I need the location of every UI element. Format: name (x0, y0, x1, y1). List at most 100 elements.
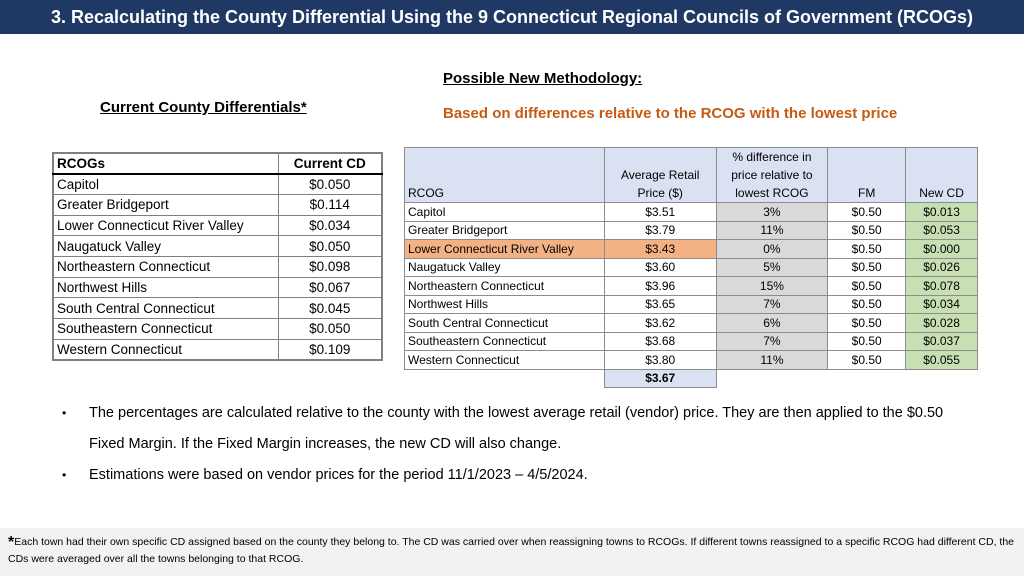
bullet-text: The percentages are calculated relative … (89, 405, 944, 452)
table-row: Western Connecticut $0.109 (52, 338, 383, 361)
new-cd-value: $0.078 (905, 276, 978, 296)
footnote: *Each town had their own specific CD ass… (0, 528, 1024, 576)
current-cd-value: $0.050 (277, 235, 383, 257)
rcog-name: Greater Bridgeport (404, 220, 605, 240)
new-cd-table: RCOG Average Retail Price ($) % differen… (404, 147, 978, 388)
current-cd-value: $0.114 (277, 193, 383, 216)
table-row: Northeastern Connecticut $3.96 15% $0.50… (404, 276, 978, 296)
bullet-icon: • (62, 468, 67, 482)
fm-value: $0.50 (827, 257, 907, 277)
average-price-total: $3.67 (603, 368, 717, 388)
list-item: • Estimations were based on vendor price… (62, 460, 962, 491)
fm-value: $0.50 (827, 220, 907, 240)
new-cd-value: $0.037 (905, 331, 978, 351)
slide-title: 3. Recalculating the County Differential… (0, 0, 1024, 34)
table-row-lowest-price: Lower Connecticut River Valley $3.43 0% … (404, 239, 978, 259)
column-header-rcog: RCOG (404, 147, 605, 203)
current-cd-table: RCOGs Current CD Capitol $0.050 Greater B… (52, 152, 383, 361)
rcog-name: Northwest Hills (404, 294, 605, 314)
rcog-name: Lower Connecticut River Valley (52, 214, 279, 237)
current-cd-value: $0.109 (277, 338, 383, 361)
table-row: Greater Bridgeport $3.79 11% $0.50 $0.05… (404, 220, 978, 240)
table-row: Southeastern Connecticut $0.050 (52, 318, 383, 340)
new-cd-value: $0.034 (905, 294, 978, 314)
rcog-name: Southeastern Connecticut (52, 318, 279, 340)
new-methodology-heading: Possible New Methodology: (443, 70, 643, 87)
fm-value: $0.50 (827, 331, 907, 351)
rcog-name: Lower Connecticut River Valley (404, 239, 605, 259)
average-price-value: $3.65 (603, 294, 717, 314)
table-row: South Central Connecticut $3.62 6% $0.50… (404, 313, 978, 333)
table-row: Western Connecticut $3.80 11% $0.50 $0.0… (404, 350, 978, 370)
current-cd-value: $0.045 (277, 297, 383, 319)
rcog-name: Naugatuck Valley (52, 235, 279, 257)
average-price-value: $3.68 (603, 331, 717, 351)
table-row: Naugatuck Valley $3.60 5% $0.50 $0.026 (404, 257, 978, 277)
column-header-pct-difference: % difference in price relative to lowest… (715, 147, 829, 203)
table-header-row: RCOGs Current CD (52, 152, 383, 175)
table-row: Northeastern Connecticut $0.098 (52, 255, 383, 278)
average-price-value: $3.80 (603, 350, 717, 370)
rcog-name: Naugatuck Valley (404, 257, 605, 277)
list-item: • The percentages are calculated relativ… (62, 398, 962, 460)
rcog-name: Western Connecticut (404, 350, 605, 370)
table-row: Northwest Hills $3.65 7% $0.50 $0.034 (404, 294, 978, 314)
empty-cell (405, 369, 605, 388)
table-header-row: RCOG Average Retail Price ($) % differen… (404, 147, 978, 203)
column-header-average-retail-price: Average Retail Price ($) (603, 147, 717, 203)
new-cd-value: $0.055 (905, 350, 978, 370)
notes-list: • The percentages are calculated relativ… (62, 398, 962, 491)
new-cd-value: $0.000 (905, 239, 978, 259)
bullet-icon: • (62, 406, 67, 420)
rcog-name: Northeastern Connecticut (404, 276, 605, 296)
bullet-text: Estimations were based on vendor prices … (89, 467, 588, 483)
pct-difference-value: 0% (715, 239, 829, 259)
average-price-value: $3.43 (603, 239, 717, 259)
average-price-value: $3.51 (603, 202, 717, 222)
average-price-value: $3.79 (603, 220, 717, 240)
column-header-new-cd: New CD (905, 147, 978, 203)
new-cd-value: $0.026 (905, 257, 978, 277)
current-cd-value: $0.050 (277, 173, 383, 195)
footnote-text: Each town had their own specific CD assi… (8, 536, 1015, 565)
column-header-rcogs: RCOGs (52, 152, 279, 175)
pct-difference-value: 11% (715, 350, 829, 370)
rcog-name: South Central Connecticut (404, 313, 605, 333)
rcog-name: Greater Bridgeport (52, 193, 279, 216)
average-price-value: $3.96 (603, 276, 717, 296)
rcog-name: Western Connecticut (52, 338, 279, 361)
current-cd-heading: Current County Differentials* (100, 99, 307, 116)
pct-difference-value: 7% (715, 294, 829, 314)
current-cd-value: $0.067 (277, 276, 383, 299)
rcog-name: Northeastern Connecticut (52, 255, 279, 278)
table-row: Southeastern Connecticut $3.68 7% $0.50 … (404, 331, 978, 351)
table-row: Naugatuck Valley $0.050 (52, 235, 383, 257)
new-cd-value: $0.028 (905, 313, 978, 333)
table-row: Greater Bridgeport $0.114 (52, 193, 383, 216)
current-cd-value: $0.098 (277, 255, 383, 278)
fm-value: $0.50 (827, 313, 907, 333)
pct-difference-value: 3% (715, 202, 829, 222)
pct-difference-value: 11% (715, 220, 829, 240)
rcog-name: South Central Connecticut (52, 297, 279, 319)
pct-difference-value: 15% (715, 276, 829, 296)
empty-cell (828, 369, 906, 388)
current-cd-value: $0.050 (277, 318, 383, 340)
new-methodology-subheading: Based on differences relative to the RCO… (443, 105, 898, 122)
table-row: Lower Connecticut River Valley $0.034 (52, 214, 383, 237)
empty-cell (716, 369, 828, 388)
rcog-name: Northwest Hills (52, 276, 279, 299)
rcog-name: Southeastern Connecticut (404, 331, 605, 351)
rcog-name: Capitol (404, 202, 605, 222)
fm-value: $0.50 (827, 239, 907, 259)
new-cd-value: $0.053 (905, 220, 978, 240)
rcog-name: Capitol (52, 173, 279, 195)
fm-value: $0.50 (827, 276, 907, 296)
empty-cell (906, 369, 978, 388)
fm-value: $0.50 (827, 350, 907, 370)
average-price-value: $3.62 (603, 313, 717, 333)
footnote-marker: * (8, 534, 15, 551)
fm-value: $0.50 (827, 294, 907, 314)
column-header-fm: FM (827, 147, 907, 203)
pct-difference-value: 7% (715, 331, 829, 351)
